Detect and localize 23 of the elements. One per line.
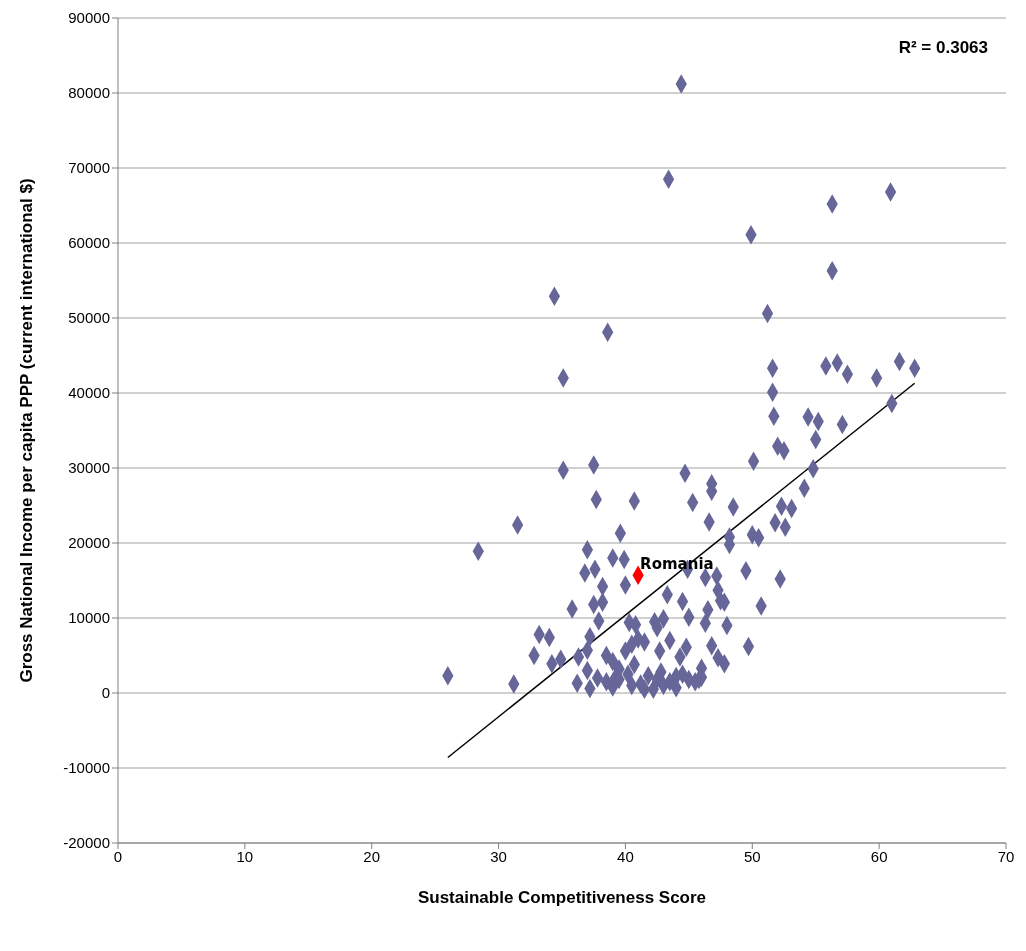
x-tick-label: 50 [743, 847, 761, 865]
y-tick-label: 10000 [68, 609, 110, 627]
x-tick-label: 10 [236, 847, 254, 865]
y-tick-label: 60000 [68, 234, 110, 252]
y-tick-label: 80000 [68, 84, 110, 102]
x-tick-label: 0 [113, 847, 123, 865]
y-tick-label: -20000 [63, 834, 110, 852]
y-tick-label: 90000 [68, 9, 110, 27]
x-axis-title: Sustainable Competitiveness Score [417, 888, 707, 907]
y-tick-label: -10000 [63, 759, 110, 777]
y-tick-label: 30000 [68, 459, 110, 477]
x-tick-label: 40 [617, 847, 634, 865]
y-tick-label: 50000 [68, 309, 110, 327]
y-tick-label: 70000 [68, 159, 110, 177]
y-tick-label: 40000 [68, 384, 110, 402]
y-tick-label: 0 [101, 684, 110, 702]
x-tick-label: 20 [363, 847, 381, 865]
annotation: R² = 0.3063 [898, 38, 988, 58]
y-tick-label: 20000 [68, 534, 110, 552]
x-tick-label: 60 [870, 847, 888, 865]
x-tick-label: 70 [997, 847, 1015, 865]
y-axis-title: Gross National Income per capita PPP (current international $) [17, 178, 37, 683]
x-tick-label: 30 [490, 847, 507, 865]
